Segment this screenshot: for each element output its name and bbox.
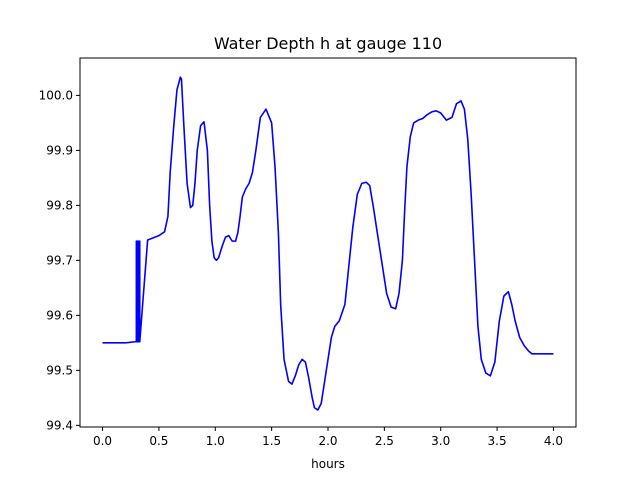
x-tick-label: 4.0 bbox=[544, 434, 563, 448]
series-line-0 bbox=[102, 76, 554, 411]
x-tick-label: 2.5 bbox=[375, 434, 394, 448]
y-tick-label: 100.0 bbox=[39, 88, 73, 102]
x-tick-label: 0.0 bbox=[93, 434, 112, 448]
chart-title: Water Depth h at gauge 110 bbox=[214, 34, 442, 53]
x-tick-label: 1.0 bbox=[206, 434, 225, 448]
y-tick-label: 99.7 bbox=[46, 253, 73, 267]
y-tick-label: 99.9 bbox=[46, 143, 73, 157]
x-tick-label: 0.5 bbox=[149, 434, 168, 448]
y-tick-label: 99.4 bbox=[46, 418, 73, 432]
y-tick-label: 99.8 bbox=[46, 198, 73, 212]
y-tick-label: 99.5 bbox=[46, 363, 73, 377]
x-tick-label: 1.5 bbox=[262, 434, 281, 448]
x-tick-label: 3.5 bbox=[488, 434, 507, 448]
x-tick-label: 3.0 bbox=[431, 434, 450, 448]
x-axis-label: hours bbox=[311, 457, 345, 471]
plot-area: 0.0 0.5 1.0 1.5 2.0 2.5 3.0 3.5 4.0 99.4 99.5 99.6 9… bbox=[39, 57, 577, 448]
y-tick-label: 99.6 bbox=[46, 308, 73, 322]
x-tick-label: 2.0 bbox=[318, 434, 337, 448]
